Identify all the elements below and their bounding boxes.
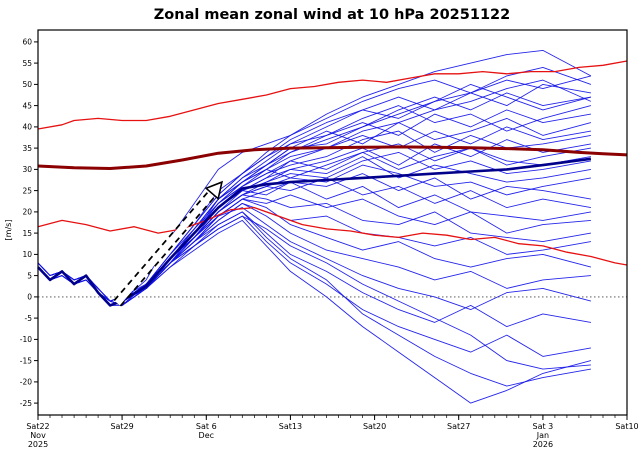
y-tick-label: -20 [20,378,32,387]
x-tick-sublabel: Nov [30,431,46,440]
y-tick-label: 20 [22,208,32,217]
ensemble-member-line [37,92,591,306]
x-tick-sublabel: 2026 [533,440,553,449]
x-tick-sublabel: 2025 [28,440,48,449]
x-tick-label: Sat29 [110,422,133,431]
ensemble-member-line [37,83,591,302]
plot-content: 605550454035302520151050-5-10-15-20-25Sa… [20,29,639,449]
trend-arrow-head [204,180,224,201]
y-tick-label: 50 [22,80,32,89]
y-tick-label: -5 [25,314,33,323]
y-tick-label: 25 [22,186,32,195]
x-tick-sublabel: Jan [536,431,549,440]
ensemble-member-line [37,177,591,306]
climatology-line [37,145,628,170]
y-tick-label: 45 [22,101,32,110]
ensemble-member-line [37,181,591,306]
x-tick-label: Sat20 [363,422,386,431]
y-tick-label: 35 [22,144,32,153]
ensemble-member-line [37,202,591,306]
ensemble-member-line [37,198,592,306]
x-tick-label: Sat 6 [196,422,217,431]
ensemble-mean-line [37,157,592,307]
ensemble-member-line [37,219,592,404]
x-tick-label: Sat10 [615,422,638,431]
y-tick-label: 55 [22,59,32,68]
ensemble-member-line [37,79,592,306]
x-tick-label: Sat 3 [533,422,554,431]
y-tick-label: 10 [22,250,32,259]
trend-arrow [113,180,224,307]
x-tick-label: Sat27 [447,422,470,431]
y-tick-label: 60 [22,38,32,47]
x-tick-sublabel: Dec [199,431,214,440]
plot-frame [37,29,628,416]
y-tick-label: 0 [27,293,32,302]
lower-percentile-line [37,206,628,266]
y-tick-label: -10 [20,335,32,344]
x-tick-label: Sat22 [26,422,49,431]
x-tick-label: Sat13 [279,422,302,431]
y-tick-label: 15 [22,229,32,238]
y-tick-label: 30 [22,165,32,174]
upper-percentile-line [37,60,628,130]
ensemble-member-line [37,130,591,306]
ensemble-member-line [37,105,592,306]
chart-title: Zonal mean zonal wind at 10 hPa 20251122 [154,7,510,23]
y-tick-label: -25 [20,399,32,408]
ensemble-member-line [37,83,592,302]
y-tick-label: -15 [20,356,32,365]
y-axis-label: [m/s] [4,220,13,241]
y-tick-label: 5 [27,271,32,280]
ensemble-member-line [37,117,592,302]
y-tick-label: 40 [22,123,32,132]
ensemble-member-line [37,156,591,306]
ensemble-member-line [37,194,591,302]
